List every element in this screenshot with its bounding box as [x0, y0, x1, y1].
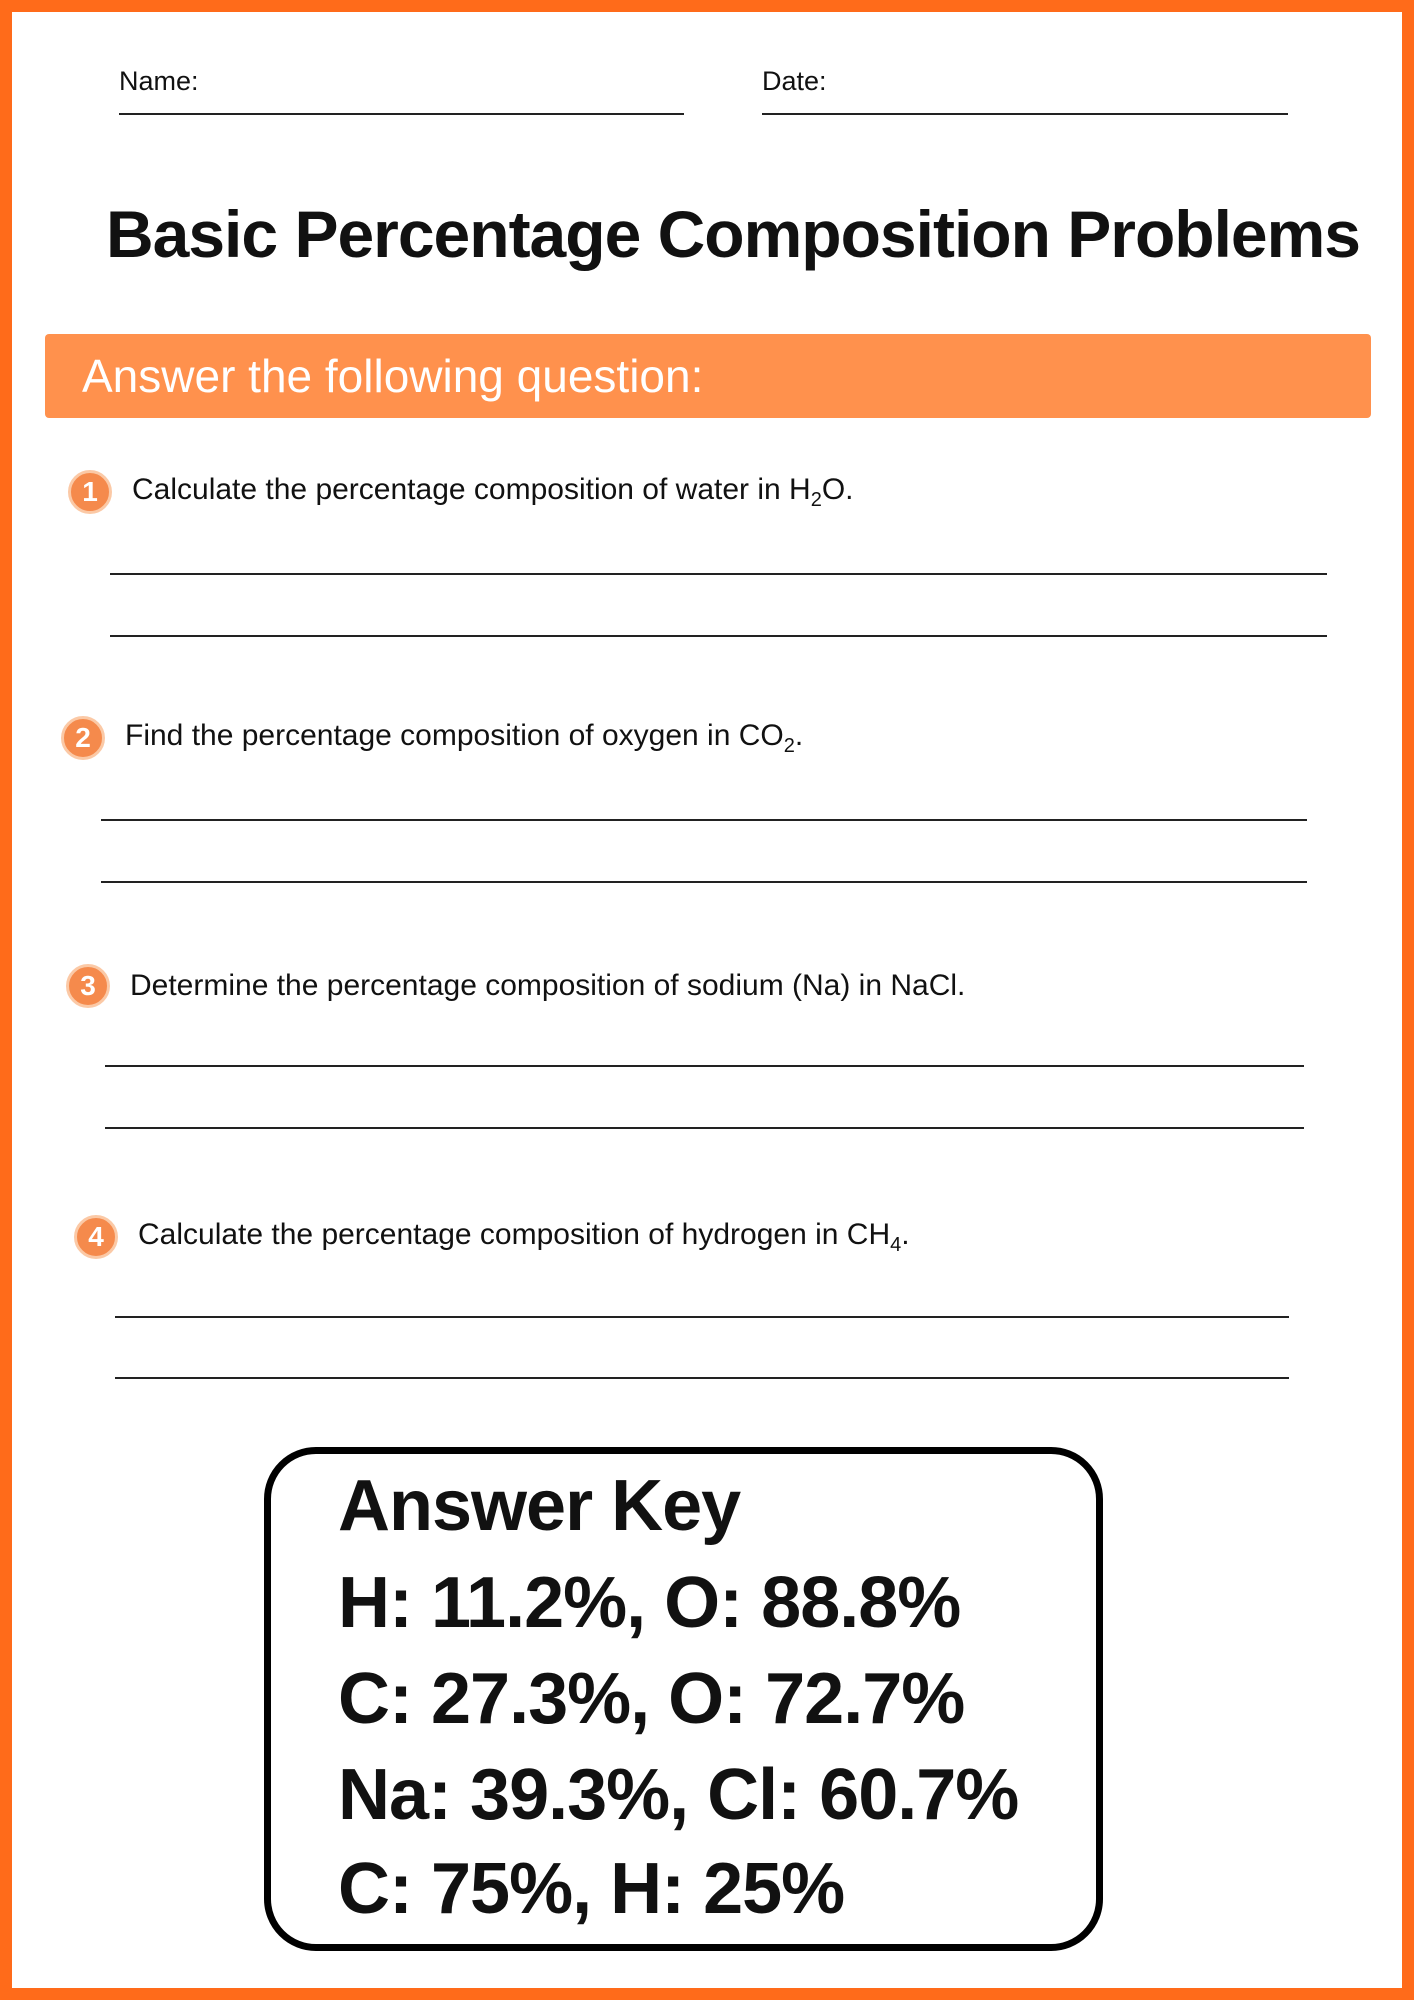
answer-line[interactable]	[115, 1316, 1289, 1318]
name-label: Name:	[119, 66, 199, 96]
answer-line[interactable]	[101, 881, 1307, 883]
answer-line[interactable]	[115, 1377, 1289, 1379]
answer-key-line: H: 11.2%, O: 88.8%	[338, 1563, 961, 1643]
answer-line[interactable]	[101, 819, 1307, 821]
page-title: Basic Percentage Composition Problems	[105, 197, 1361, 271]
answer-key-title: Answer Key	[338, 1466, 741, 1546]
question-1: 1 Calculate the percentage composition o…	[68, 470, 854, 514]
date-field[interactable]	[762, 113, 1288, 115]
name-field[interactable]	[119, 113, 684, 115]
date-label: Date:	[762, 66, 827, 96]
number-1-icon: 1	[68, 470, 112, 514]
answer-key-box	[264, 1447, 1103, 1951]
number-3-icon: 3	[66, 964, 110, 1008]
answer-line[interactable]	[105, 1127, 1304, 1129]
instruction-banner: Answer the following question:	[45, 334, 1371, 418]
question-text: Calculate the percentage composition of …	[138, 1217, 910, 1256]
question-text: Find the percentage composition of oxyge…	[125, 718, 804, 757]
question-3: 3 Determine the percentage composition o…	[66, 964, 965, 1008]
question-text: Calculate the percentage composition of …	[132, 472, 854, 511]
question-text: Determine the percentage composition of …	[130, 969, 966, 1002]
answer-key-line: C: 75%, H: 25%	[338, 1849, 845, 1929]
number-2-icon: 2	[61, 716, 105, 760]
question-2: 2 Find the percentage composition of oxy…	[61, 716, 803, 760]
question-4: 4 Calculate the percentage composition o…	[74, 1215, 910, 1259]
answer-line[interactable]	[105, 1065, 1304, 1067]
answer-key-line: Na: 39.3%, Cl: 60.7%	[338, 1755, 1019, 1835]
answer-key-line: C: 27.3%, O: 72.7%	[338, 1659, 965, 1739]
number-4-icon: 4	[74, 1215, 118, 1259]
answer-line[interactable]	[110, 635, 1327, 637]
answer-line[interactable]	[110, 573, 1327, 575]
